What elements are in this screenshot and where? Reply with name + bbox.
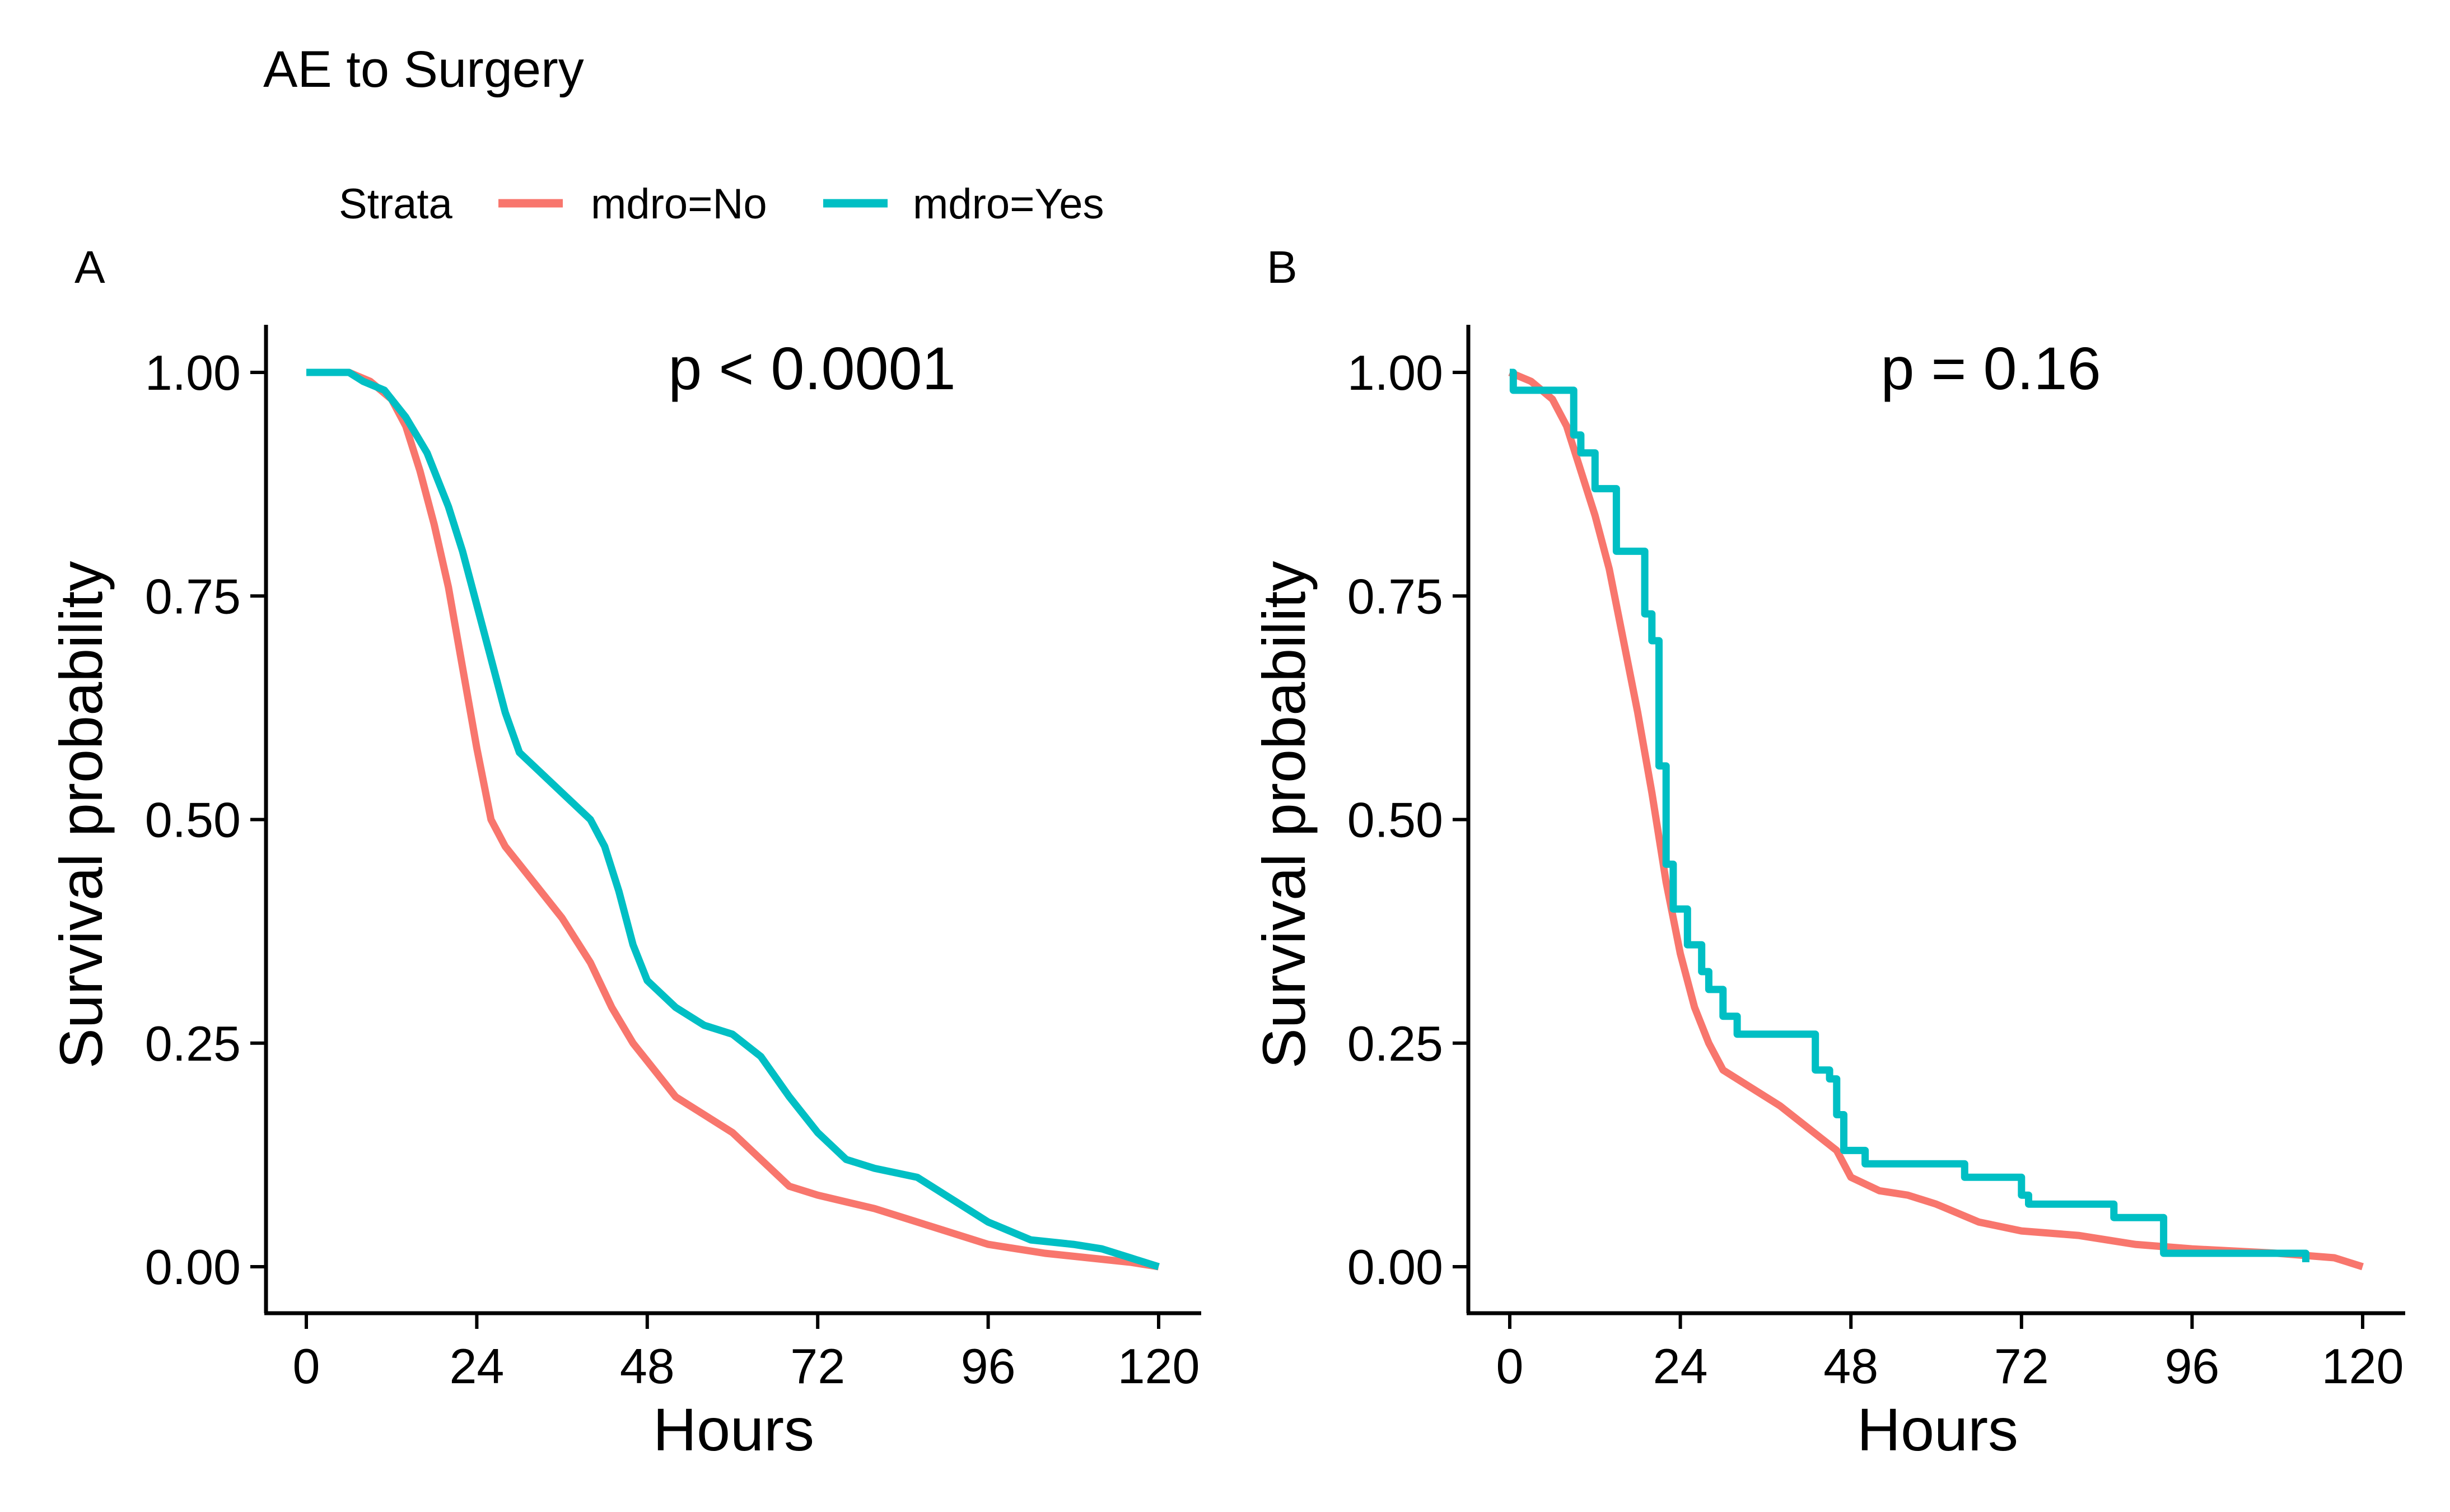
curves-b: [1508, 368, 2364, 1271]
legend-label-no: mdro=No: [591, 180, 767, 228]
figure-title: AE to Surgery: [263, 41, 584, 98]
y-axis-title-b: Survival probability: [1250, 561, 1318, 1068]
x-tick-label-b: 0: [1496, 1338, 1524, 1394]
survival-curve-mdro-no-b: [1508, 369, 2364, 1271]
x-tick-label-a: 24: [449, 1338, 504, 1394]
legend-label-yes: mdro=Yes: [913, 180, 1104, 228]
x-tick-label-b: 72: [1994, 1338, 2049, 1394]
p-value-a: p < 0.0001: [668, 334, 955, 402]
y-tick-label-a: 1.00: [145, 345, 241, 400]
y-tick-label-b: 0.50: [1347, 792, 1443, 848]
y-tick-label-a: 0.50: [145, 792, 241, 848]
legend: Strata mdro=No mdro=Yes: [339, 180, 1104, 228]
panel-b: B p = 0.16 Survival probability Hours 0 2…: [1250, 242, 2405, 1463]
ticks-a: 0 24 48 72 96 120 0.00 0.25 0.50 0.75 1.00: [145, 345, 1200, 1394]
y-tick-label-b: 0.00: [1347, 1239, 1443, 1295]
y-tick-label-a: 0.75: [145, 568, 241, 624]
y-tick-label-a: 0.25: [145, 1016, 241, 1071]
survival-curve-mdro-no-a: [306, 368, 1160, 1271]
x-tick-label-a: 72: [790, 1338, 845, 1394]
x-tick-label-a: 120: [1118, 1338, 1200, 1394]
y-tick-label-b: 0.75: [1347, 568, 1443, 624]
legend-title: Strata: [339, 180, 452, 228]
x-tick-label-b: 24: [1653, 1338, 1708, 1394]
panel-label-a: A: [74, 242, 105, 293]
curves-a: [306, 368, 1160, 1271]
x-tick-label-a: 0: [293, 1338, 320, 1394]
y-tick-label-b: 0.25: [1347, 1016, 1443, 1071]
x-tick-label-b: 120: [2322, 1338, 2404, 1394]
x-tick-label-a: 48: [620, 1338, 675, 1394]
y-tick-label-a: 0.00: [145, 1239, 241, 1295]
survival-curve-mdro-yes-a: [306, 368, 1160, 1271]
x-axis-title-a: Hours: [653, 1396, 814, 1463]
y-axis-title-a: Survival probability: [47, 561, 115, 1068]
x-tick-label-a: 96: [961, 1338, 1016, 1394]
panel-a: A p < 0.0001 Survival probability Hours …: [47, 242, 1201, 1463]
p-value-b: p = 0.16: [1880, 334, 2101, 402]
x-tick-label-b: 48: [1823, 1338, 1878, 1394]
panel-label-b: B: [1267, 242, 1298, 293]
y-tick-label-b: 1.00: [1347, 345, 1443, 400]
ticks-b: 0 24 48 72 96 120 0.00 0.25 0.50 0.75 1.00: [1347, 345, 2404, 1394]
survival-curve-mdro-yes-b: [1509, 368, 2309, 1262]
x-axis-title-b: Hours: [1857, 1396, 2018, 1463]
x-tick-label-b: 96: [2164, 1338, 2219, 1394]
